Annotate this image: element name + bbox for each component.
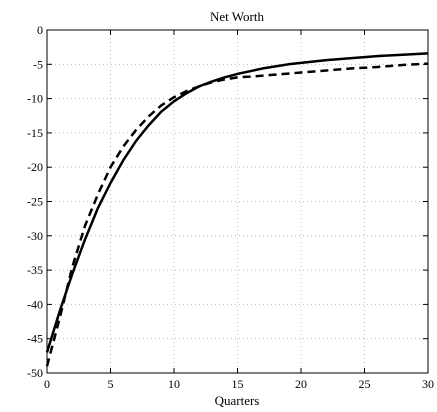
y-tick-label: -25 — [27, 195, 43, 209]
x-axis-title: Quarters — [215, 393, 260, 408]
dashed-series-line — [45, 62, 429, 367]
x-tick-label: 10 — [168, 377, 180, 391]
y-tick-label: 0 — [37, 23, 43, 37]
x-tick-label: 30 — [422, 377, 434, 391]
y-tick-label: -15 — [27, 126, 43, 140]
chart-title: Net Worth — [210, 9, 264, 24]
series-group — [45, 52, 429, 367]
y-tick-label: -5 — [33, 57, 43, 71]
ticks: 0 5 10 15 20 25 30 0 -5 -10 -15 -20 -25 -30 -35 -40 -45 -… — [27, 23, 434, 391]
x-tick-label: 5 — [108, 377, 114, 391]
x-tick-label: 15 — [232, 377, 244, 391]
x-tick-label: 20 — [295, 377, 307, 391]
y-tick-label: -10 — [27, 92, 43, 106]
y-tick-label: -30 — [27, 229, 43, 243]
y-tick-label: -35 — [27, 263, 43, 277]
x-tick-label: 0 — [44, 377, 50, 391]
y-tick-label: -50 — [27, 366, 43, 380]
y-tick-label: -20 — [27, 160, 43, 174]
y-tick-label: -40 — [27, 297, 43, 311]
x-tick-label: 25 — [359, 377, 371, 391]
plot-area-background — [47, 30, 428, 373]
y-tick-label: -45 — [27, 332, 43, 346]
